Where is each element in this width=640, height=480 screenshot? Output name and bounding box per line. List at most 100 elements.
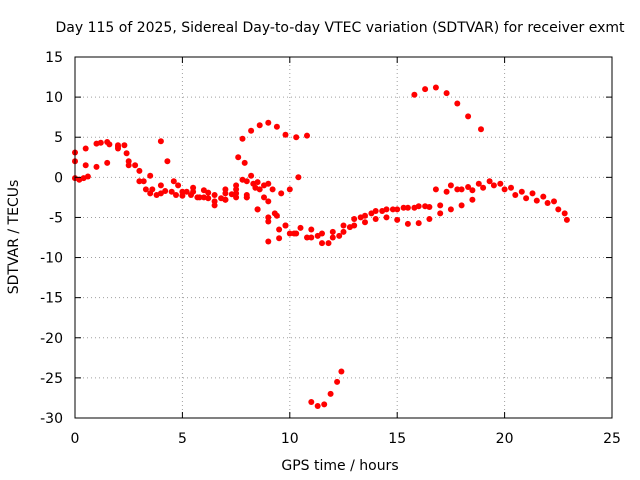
data-point [411, 204, 418, 211]
data-point [389, 206, 396, 213]
y-tick-label: 10 [45, 90, 63, 106]
data-point [243, 194, 250, 201]
data-point [142, 186, 149, 193]
data-point [173, 192, 179, 198]
data-point [422, 203, 429, 210]
data-point [469, 196, 476, 203]
data-point [469, 187, 476, 194]
data-point [551, 198, 557, 205]
data-point [411, 91, 418, 98]
data-point [490, 182, 497, 189]
data-point [394, 206, 401, 213]
data-point [357, 214, 364, 221]
data-point [222, 196, 229, 203]
data-point [465, 184, 472, 190]
data-point [162, 188, 169, 194]
y-tick-label: 5 [54, 130, 63, 146]
y-tick-label: -5 [49, 210, 63, 226]
data-point [454, 186, 461, 193]
data-point [308, 399, 315, 405]
data-point [529, 190, 536, 197]
data-point [447, 182, 454, 189]
data-point [475, 180, 482, 187]
data-point [340, 228, 347, 235]
data-point [561, 210, 568, 217]
data-point [248, 172, 255, 179]
data-point [327, 390, 334, 397]
data-point [400, 204, 407, 211]
data-point [308, 226, 315, 233]
data-point [106, 141, 113, 148]
data-point [269, 186, 276, 193]
x-tick-label: 0 [71, 431, 80, 447]
series-arc-14 [239, 176, 321, 241]
data-point [555, 206, 562, 213]
y-tick-label: -10 [40, 251, 63, 267]
data-point [432, 84, 439, 91]
series-arc-21 [432, 178, 568, 217]
data-point [276, 226, 283, 233]
y-axis: 15 10 5 0 -5 -10 -15 -20 -25 -30 [40, 50, 612, 427]
data-point [383, 214, 390, 221]
data-point [533, 197, 540, 204]
plot-frame [74, 56, 613, 419]
data-point [235, 154, 242, 161]
data-point [190, 184, 197, 191]
data-point [123, 150, 130, 157]
data-point [308, 234, 315, 241]
data-point [84, 173, 91, 180]
data-point [82, 145, 89, 152]
series-arc-1 [72, 173, 91, 183]
data-point [304, 132, 310, 139]
data-point [97, 139, 104, 146]
data-point [497, 180, 504, 187]
data-point [121, 142, 128, 149]
data-point [125, 162, 132, 169]
data-point [295, 174, 302, 181]
data-point [239, 135, 246, 142]
data-point [196, 194, 203, 201]
data-point [368, 210, 375, 217]
x-tick-label: 15 [388, 431, 406, 447]
y-tick-label: -30 [40, 411, 63, 427]
data-point [252, 184, 259, 191]
data-point [415, 220, 422, 227]
data-point [200, 194, 207, 201]
data-point [157, 138, 164, 145]
series-arc-4 [97, 139, 164, 197]
data-point [241, 159, 248, 166]
data-point [175, 182, 182, 189]
series-arc-13 [239, 119, 310, 142]
data-point [265, 214, 272, 221]
chart-title: Day 115 of 2025, Sidereal Day-to-day VTE… [56, 20, 626, 36]
data-point [261, 182, 267, 189]
data-point [379, 208, 386, 214]
data-point [563, 216, 570, 223]
data-point [314, 403, 321, 409]
data-point [286, 186, 293, 193]
data-point [501, 186, 508, 193]
data-point [115, 143, 121, 150]
series-arc-11 [222, 186, 283, 233]
data-point [329, 228, 336, 235]
data-point [340, 222, 347, 229]
series-arc-6 [142, 186, 235, 202]
y-tick-label: -25 [40, 371, 63, 387]
x-tick-label: 25 [603, 431, 621, 447]
data-point [157, 182, 164, 189]
grid-lines [75, 57, 612, 418]
data-point [372, 216, 379, 222]
data-point [164, 158, 171, 165]
data-point [325, 240, 332, 247]
data-point [149, 186, 156, 193]
data-point [304, 234, 310, 241]
data-point [211, 202, 218, 209]
data-point [508, 184, 514, 191]
data-point [486, 178, 493, 185]
data-point [443, 188, 450, 195]
data-point [256, 122, 263, 129]
data-point [261, 194, 267, 201]
data-point [254, 206, 261, 213]
y-tick-label: 0 [54, 170, 63, 186]
data-point [293, 230, 300, 237]
